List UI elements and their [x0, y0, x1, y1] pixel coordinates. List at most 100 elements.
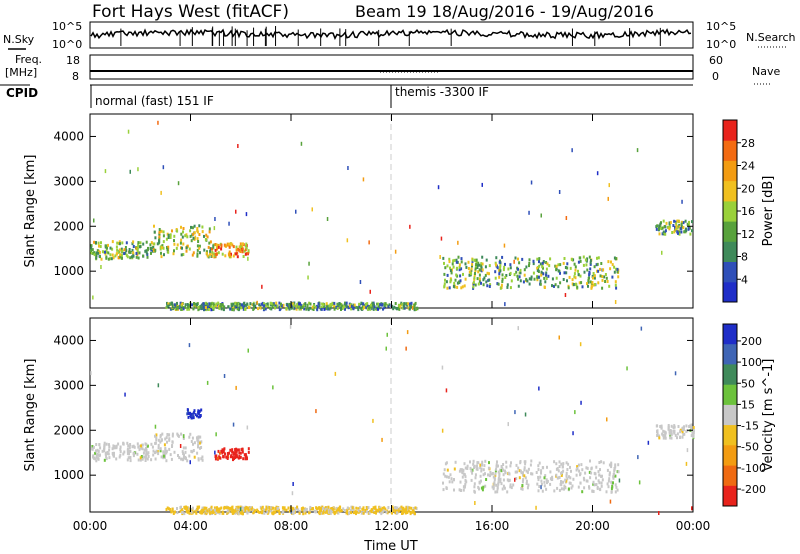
data-cell: [570, 486, 573, 490]
data-cell: [192, 307, 195, 311]
data-cell: [288, 307, 291, 311]
data-cell: [415, 308, 418, 311]
data-cell: [180, 505, 182, 509]
data-cell: [448, 260, 451, 264]
data-cell: [599, 468, 601, 472]
data-cell: [164, 450, 167, 454]
data-cell: [177, 454, 179, 457]
data-cell: [458, 263, 461, 267]
data-cell: [182, 230, 184, 234]
data-cell: [524, 476, 527, 480]
data-cell: [441, 428, 444, 433]
data-cell: [188, 343, 191, 348]
data-cell: [201, 506, 204, 510]
data-cell: [658, 232, 661, 236]
data-cell: [626, 366, 628, 371]
data-cell: [295, 209, 297, 214]
data-cell: [371, 508, 373, 512]
data-cell: [568, 275, 571, 279]
data-cell: [517, 257, 519, 261]
data-cell: [538, 461, 541, 465]
data-cell: [575, 473, 578, 477]
data-cell: [204, 506, 207, 510]
data-cell: [197, 435, 200, 439]
data-cell: [126, 441, 129, 445]
data-cell: [377, 509, 379, 513]
data-cell: [373, 303, 375, 307]
data-cell: [235, 448, 238, 452]
data-cell: [167, 304, 170, 308]
data-cell: [488, 278, 491, 282]
data-cell: [184, 234, 187, 238]
data-cell: [558, 465, 561, 469]
data-cell: [326, 307, 329, 311]
data-cell: [470, 478, 473, 482]
data-cell: [481, 268, 484, 272]
data-cell: [318, 506, 321, 510]
data-cell: [480, 262, 483, 266]
data-cell: [167, 245, 170, 249]
data-cell: [493, 481, 496, 485]
data-cell: [162, 165, 165, 170]
data-cell: [450, 477, 453, 481]
data-cell: [259, 304, 262, 308]
data-cell: [558, 335, 560, 340]
data-cell: [320, 507, 322, 511]
data-cell: [247, 256, 249, 261]
data-cell: [361, 305, 364, 309]
data-cell: [162, 230, 165, 234]
data-cell: [112, 452, 115, 456]
data-cell: [549, 257, 552, 261]
data-cell: [347, 166, 349, 170]
data-cell: [562, 261, 565, 265]
data-cell: [690, 434, 693, 438]
data-cell: [193, 224, 196, 228]
data-cell: [612, 476, 615, 480]
data-cell: [605, 276, 608, 280]
data-cell: [97, 241, 100, 245]
data-cell: [100, 257, 103, 261]
data-cell: [668, 432, 671, 436]
data-cell: [265, 507, 268, 511]
data-cell: [480, 281, 482, 285]
data-cell: [177, 305, 179, 309]
data-cell: [493, 476, 496, 480]
data-cell: [210, 305, 213, 309]
data-cell: [443, 282, 446, 286]
data-cell: [244, 507, 247, 510]
data-cell: [554, 283, 557, 287]
data-cell: [162, 240, 165, 244]
data-cell: [211, 511, 214, 514]
data-cell: [566, 262, 569, 266]
data-cell: [524, 412, 527, 417]
data-cell: [301, 508, 304, 512]
data-cell: [391, 304, 394, 308]
data-cell: [608, 284, 611, 288]
data-cell: [199, 446, 201, 450]
data-cell: [355, 506, 358, 510]
data-cell: [451, 480, 454, 484]
data-cell: [338, 509, 341, 513]
data-cell: [509, 271, 512, 275]
data-cell: [607, 260, 610, 264]
data-cell: [166, 433, 169, 436]
data-cell: [442, 481, 444, 485]
data-cell: [380, 509, 383, 513]
colorbar-segment: [723, 261, 737, 283]
data-cell: [296, 302, 299, 306]
data-cell: [673, 230, 676, 234]
data-cell: [353, 303, 356, 307]
data-cell: [589, 459, 591, 463]
data-cell: [116, 248, 119, 252]
data-cell: [375, 508, 378, 512]
data-cell: [692, 429, 695, 433]
data-cell: [213, 226, 216, 231]
data-cell: [393, 305, 396, 309]
data-cell: [606, 468, 609, 472]
data-cell: [485, 280, 488, 284]
data-cell: [125, 241, 128, 245]
data-cell: [681, 430, 684, 434]
data-cell: [257, 307, 259, 311]
data-cell: [263, 302, 266, 306]
